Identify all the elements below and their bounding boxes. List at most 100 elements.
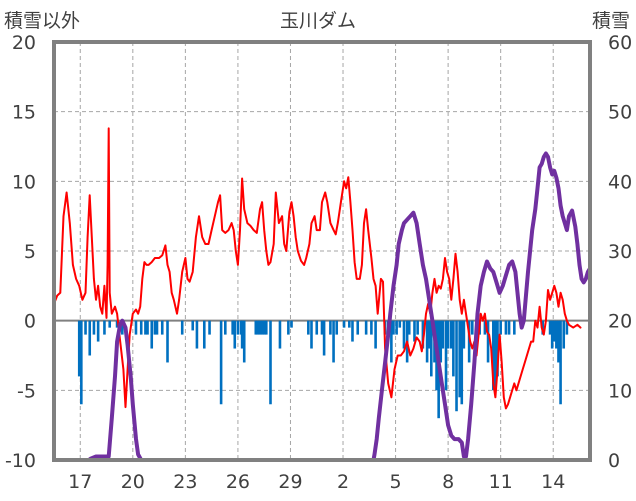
precipitation-bar — [103, 320, 106, 335]
plot-border — [52, 40, 592, 462]
temperature-line — [53, 127, 582, 410]
chart-title: 玉川ダム — [279, 10, 357, 32]
precipitation-bar — [144, 320, 147, 335]
precipitation-bar — [402, 320, 406, 349]
x-axis-tick-label: 11 — [489, 471, 513, 493]
precipitation-bar — [153, 320, 157, 335]
precipitation-bar — [483, 320, 487, 335]
x-axis-tick-labels: 17 20 23 26 29 2 5 8 11 14 — [68, 471, 565, 493]
precipitation-bar — [562, 320, 566, 349]
precipitation-bar — [290, 320, 293, 328]
x-axis-tick-label: 2 — [337, 471, 349, 493]
precipitation-bar — [233, 320, 237, 349]
precipitation-bar — [160, 320, 164, 335]
precipitation-bar — [335, 320, 339, 335]
precipitation-bar — [264, 320, 268, 335]
precipitation-bar — [550, 320, 554, 349]
precipitation-bar — [322, 320, 326, 356]
precipitation-bar — [496, 320, 499, 377]
precipitation-bar — [458, 320, 461, 398]
precipitation-bar — [320, 320, 324, 335]
left-axis-tick-label: 0 — [24, 311, 36, 333]
precipitation-bar — [470, 320, 474, 335]
precipitation-bar — [287, 320, 290, 335]
precipitation-bar — [565, 320, 569, 335]
precipitation-bar — [460, 320, 464, 405]
precipitation-bar — [310, 320, 313, 349]
precipitation-bar — [452, 320, 455, 377]
precipitation-bar — [413, 320, 416, 342]
precipitation-bar — [219, 320, 223, 405]
precipitation-bar — [180, 320, 184, 335]
left-axis-tick-label: -5 — [17, 380, 36, 402]
right-axis-tick-label: 40 — [608, 171, 632, 193]
precipitation-bar — [258, 320, 262, 335]
precipitation-bar — [155, 320, 159, 335]
precipitation-bar — [96, 320, 100, 342]
precipitation-bar — [370, 320, 373, 335]
series-lines — [52, 127, 592, 462]
x-axis-tick-label: 29 — [278, 471, 302, 493]
precipitation-bar — [446, 320, 450, 349]
precipitation-bar — [332, 320, 335, 363]
precipitation-bar — [444, 320, 448, 391]
precipitation-bars — [77, 320, 569, 419]
precipitation-bar — [364, 320, 368, 335]
precipitation-bar — [392, 320, 395, 335]
precipitation-bar — [121, 320, 124, 335]
left-axis-tick-label: 20 — [12, 32, 36, 54]
precipitation-bar — [416, 320, 419, 335]
right-axis-tick-label: 0 — [608, 450, 620, 472]
precipitation-bar — [208, 320, 211, 335]
precipitation-bar — [307, 320, 310, 335]
left-axis-tick-label: 10 — [12, 171, 36, 193]
precipitation-bar — [513, 320, 516, 335]
precipitation-bar — [467, 320, 471, 363]
precipitation-bar — [342, 320, 346, 328]
precipitation-bar — [150, 320, 154, 349]
precipitation-bar — [494, 320, 497, 391]
precipitation-bar — [278, 320, 282, 349]
right-axis-tick-label: 30 — [608, 241, 632, 263]
precipitation-bar — [92, 320, 96, 335]
plot-frame — [52, 40, 592, 462]
precipitation-bar — [260, 320, 264, 335]
precipitation-bar — [256, 320, 260, 335]
left-axis-tick-labels: 20 15 10 5 0 -5 -10 — [5, 32, 36, 472]
x-axis-tick-label: 8 — [442, 471, 454, 493]
right-axis-tick-label: 20 — [608, 311, 632, 333]
left-axis-tick-label: 15 — [12, 102, 36, 124]
precipitation-bar — [242, 320, 246, 363]
precipitation-bar — [84, 320, 87, 335]
precipitation-bar — [80, 320, 83, 405]
precipitation-bar — [449, 320, 453, 349]
right-axis-tick-label: 50 — [608, 102, 632, 124]
precipitation-bar — [315, 320, 319, 335]
precipitation-bar — [462, 320, 466, 349]
precipitation-bar — [134, 320, 138, 335]
precipitation-bar — [108, 320, 112, 328]
precipitation-bar — [455, 320, 458, 412]
precipitation-bar — [439, 320, 443, 363]
precipitation-bar — [557, 320, 560, 363]
precipitation-bar — [425, 320, 429, 363]
right-axis-tick-labels: 60 50 40 30 20 10 0 — [608, 32, 632, 472]
precipitation-bar — [374, 320, 377, 349]
precipitation-bar — [146, 320, 149, 335]
precipitation-bar — [486, 320, 490, 363]
precipitation-bar — [351, 320, 354, 342]
x-axis-tick-label: 20 — [121, 471, 145, 493]
precipitation-bar — [262, 320, 266, 335]
precipitation-bar — [191, 320, 195, 331]
precipitation-bar — [356, 320, 360, 335]
precipitation-bar — [407, 320, 411, 335]
precipitation-bar — [195, 320, 199, 349]
precipitation-bar — [507, 320, 511, 335]
precipitation-bar — [499, 320, 502, 335]
right-axis-tick-label: 10 — [608, 380, 632, 402]
precipitation-bar — [254, 320, 258, 335]
precipitation-bar — [441, 320, 445, 349]
precipitation-bar — [329, 320, 332, 335]
precipitation-bar — [492, 320, 495, 391]
